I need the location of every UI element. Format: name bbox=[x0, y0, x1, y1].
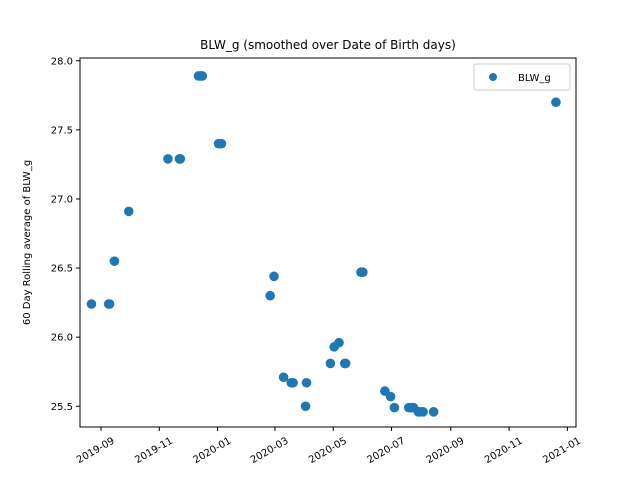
axes-frame bbox=[79, 57, 577, 428]
y-tick-label: 27.5 bbox=[51, 125, 73, 136]
data-point bbox=[300, 401, 311, 412]
y-tick-label: 25.5 bbox=[51, 402, 73, 413]
x-tick-label: 2020-09 bbox=[425, 436, 467, 466]
data-point bbox=[163, 154, 173, 164]
data-points bbox=[86, 71, 561, 417]
data-point bbox=[288, 377, 298, 388]
x-tick-label: 2019-11 bbox=[133, 436, 175, 466]
y-tick-label: 28.0 bbox=[51, 56, 73, 67]
data-point bbox=[551, 97, 561, 108]
data-point bbox=[197, 71, 208, 81]
x-tick-label: 2020-07 bbox=[365, 436, 407, 466]
legend: BLW_g bbox=[473, 63, 571, 91]
data-point bbox=[358, 267, 368, 278]
plot-area: 2019-09 2019-11 2020-01 2020-03 2020-05 2020-… bbox=[51, 56, 583, 466]
legend-box bbox=[473, 63, 571, 91]
y-tick-label: 26.0 bbox=[51, 333, 73, 344]
data-point bbox=[340, 358, 351, 369]
x-axis: 2019-09 2019-11 2020-01 2020-03 2020-05 2020-… bbox=[75, 427, 583, 466]
y-tick-label: 27.0 bbox=[51, 194, 73, 205]
data-point bbox=[123, 206, 134, 217]
x-tick-label: 2019-09 bbox=[75, 436, 117, 466]
x-tick-label: 2020-05 bbox=[307, 436, 349, 466]
data-point bbox=[216, 138, 227, 149]
data-point bbox=[109, 256, 120, 266]
x-tick-label: 2020-03 bbox=[249, 436, 291, 466]
chart-title: BLW_g (smoothed over Date of Birth days) bbox=[200, 38, 456, 52]
data-point bbox=[385, 391, 396, 402]
data-point bbox=[428, 406, 439, 417]
y-axis: 25.5 26.0 26.5 27.0 27.5 28.0 bbox=[51, 56, 80, 413]
data-point bbox=[325, 358, 336, 369]
data-point bbox=[418, 406, 428, 417]
data-point bbox=[278, 372, 289, 383]
data-point bbox=[389, 402, 400, 413]
x-tick-label: 2020-11 bbox=[483, 436, 525, 466]
legend-label-blw-g: BLW_g bbox=[518, 73, 551, 84]
data-point bbox=[334, 337, 344, 348]
y-axis-label: 60 Day Rolling average of BLW_g bbox=[22, 160, 33, 325]
y-tick-label: 26.5 bbox=[51, 264, 73, 275]
data-point bbox=[269, 271, 279, 282]
legend-marker bbox=[489, 73, 497, 81]
data-point bbox=[86, 299, 97, 309]
x-tick-label: 2021-01 bbox=[541, 436, 583, 466]
data-point bbox=[301, 377, 312, 388]
data-point bbox=[104, 299, 115, 309]
x-tick-label: 2020-01 bbox=[192, 436, 234, 466]
data-point bbox=[265, 290, 275, 301]
data-point bbox=[175, 154, 186, 164]
